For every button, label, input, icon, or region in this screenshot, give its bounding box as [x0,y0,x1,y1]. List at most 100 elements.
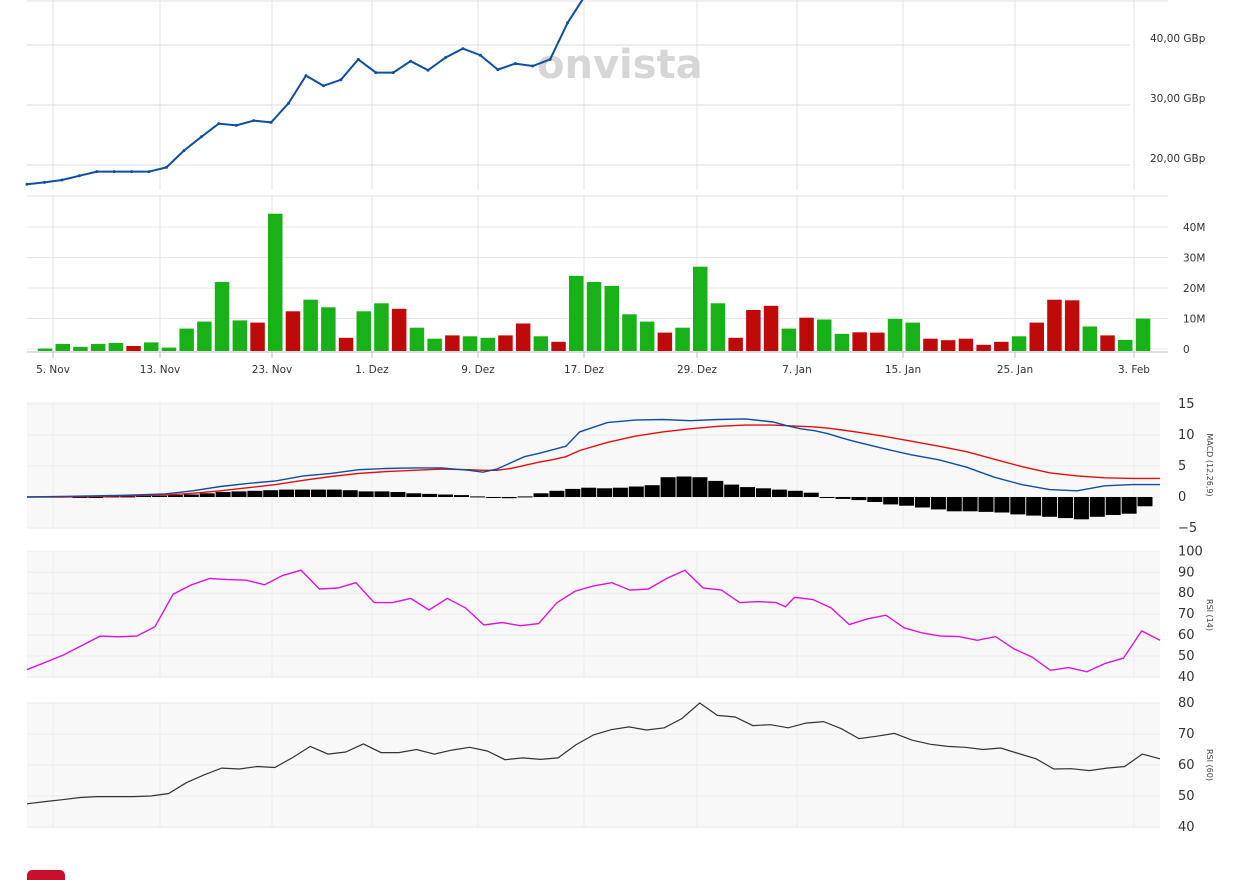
price-point [461,47,465,51]
macd-hist-bar [883,497,899,505]
volume-bar [728,337,743,351]
price-point [269,120,273,124]
volume-bar [1064,300,1080,351]
price-point [304,74,308,78]
volume-bar [445,335,460,351]
volume-bar [586,282,602,351]
volume-bar [1100,335,1115,351]
price-point [287,101,291,105]
macd-hist-bar [231,491,247,497]
macd-hist-bar [390,492,406,497]
volume-ytick: 40M [1183,222,1205,234]
rsi14-ytick: 100 [1178,544,1203,559]
x-tick-label: 3. Feb [1118,364,1150,376]
price-point [426,68,430,72]
macd-ytick: 15 [1178,397,1195,412]
macd-hist-bar [899,497,915,506]
volume-bar [462,336,478,351]
macd-hist-bar [867,497,883,502]
price-point [513,62,517,66]
price-point [409,59,413,63]
macd-hist-bar [1026,497,1042,516]
price-point [548,57,552,61]
volume-bar [144,342,159,351]
price-point [130,170,134,174]
price-point [374,71,378,75]
watermark: onvista [537,42,703,88]
macd-hist-bar [406,493,422,497]
macd-hist-bar [978,497,994,512]
x-tick-label: 9. Dez [461,364,495,376]
rsi50-ytick: 40 [1178,820,1195,835]
macd-hist-bar [152,495,167,497]
macd-hist-bar [644,485,660,497]
macd-ytick: 0 [1178,490,1186,505]
macd-hist-bar [1089,497,1105,517]
volume-bar [1135,318,1151,351]
price-point [147,170,151,174]
rsi50-ytick: 50 [1178,789,1195,804]
macd-hist-bar [310,489,326,497]
macd-hist-bar [724,484,740,497]
volume-ytick: 0 [1183,344,1190,356]
price-point [77,174,81,178]
rsi14-ytick: 60 [1178,628,1195,643]
macd-hist-bar [851,497,867,501]
price-point [60,178,64,182]
rsi14-panel: 40 50 60 70 80 90 100 RSI (14) [26,544,1214,685]
macd-hist-bar [1042,497,1058,517]
rsi50-line [26,702,1161,805]
volume-bar [179,328,194,351]
macd-hist-bar [326,489,342,497]
macd-hist-bar [771,489,787,497]
macd-hist-bar [485,497,501,498]
price-point [217,122,221,126]
volume-bar [533,336,549,351]
macd-hist-bar [279,489,295,497]
volume-bar [746,310,761,351]
volume-ytick: 20M [1183,283,1205,295]
x-tick-label: 5. Nov [36,364,70,376]
price-point [321,84,325,88]
macd-hist-bar [1073,497,1089,520]
macd-hist-bar [167,495,183,497]
volume-bar [763,305,779,351]
volume-bar [321,307,336,351]
macd-hist-bar [88,497,104,498]
price-point [25,182,29,186]
volume-bar [374,303,389,351]
macd-hist-bar [374,491,390,497]
macd-hist-bar [215,492,231,497]
volume-bar [958,338,974,351]
volume-bar [887,318,903,351]
volume-bar [923,338,938,351]
volume-bar [1047,299,1062,351]
macd-hist-bar [358,491,374,497]
price-point [444,56,447,60]
macd-hist-bar [740,487,756,497]
rsi50-ytick: 60 [1178,758,1195,773]
x-tick-label: 17. Dez [564,364,605,376]
price-point [42,180,46,184]
volume-ytick: 10M [1183,314,1205,326]
volume-bar [905,322,920,351]
price-point [356,57,360,61]
x-tick-label: 15. Jan [885,364,921,376]
rsi50-ytick: 70 [1178,727,1195,742]
macd-hist-bar [756,488,771,497]
price-point [165,165,168,169]
macd-hist-bar [1010,497,1026,515]
macd-line [26,418,1160,498]
volume-bar [126,346,141,351]
macd-hist-bar [946,497,962,512]
rsi50-ytick: 80 [1178,696,1195,711]
x-tick-label: 25. Jan [997,364,1033,376]
macd-hist-bar [136,495,152,497]
macd-hist-bar [612,487,628,497]
macd-hist-bar [930,497,946,510]
rsi50-panel: 40 50 60 70 80 RSI (60) [26,696,1214,835]
price-ytick: 20,00 GBp [1150,153,1206,165]
volume-bar [37,348,53,351]
volume-bar [338,337,354,351]
